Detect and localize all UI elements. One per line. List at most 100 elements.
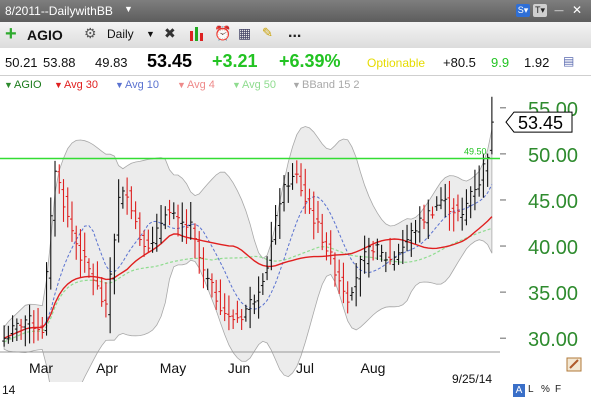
plus-icon[interactable]: + [5, 23, 17, 45]
price-bar [65, 187, 70, 228]
chart-toolbar: + AGIO ⚙ Daily ▼ ✖ ⏰ ▦ ✎ ... [0, 22, 591, 49]
price-bar [375, 238, 380, 260]
collapse-icon[interactable]: ▼ [177, 80, 186, 90]
price-bar [36, 307, 41, 341]
price-bar [82, 232, 87, 273]
price-bar [243, 304, 248, 322]
price-bar [366, 237, 371, 278]
flag-a[interactable]: A [513, 384, 525, 397]
dropdown-arrow-icon[interactable]: ▼ [124, 4, 133, 14]
legend-avg10[interactable]: Avg 10 [125, 79, 160, 91]
price-bar [426, 199, 431, 240]
last-price: 53.45 [147, 51, 193, 71]
price-bar [99, 277, 104, 307]
high-value: 53.88 [43, 55, 76, 70]
flag-percent[interactable]: % [541, 384, 550, 395]
collapse-icon[interactable]: ▼ [232, 80, 241, 90]
price-bar [137, 212, 142, 246]
legend-avg50[interactable]: Avg 50 [242, 79, 277, 91]
legend-avg30[interactable]: Avg 30 [64, 79, 99, 91]
note-icon[interactable]: ✎ [262, 25, 273, 40]
price-bar [129, 186, 134, 220]
avg50-line [3, 227, 493, 343]
share-icon[interactable]: S▾ [516, 4, 530, 17]
price-bar [273, 205, 278, 245]
last-price-label: 53.45 [518, 113, 563, 133]
price-bar [265, 256, 270, 281]
price-bar [19, 318, 24, 340]
price-bar [345, 281, 350, 314]
price-bar [269, 221, 274, 271]
price-bar [14, 318, 19, 342]
price-bar [400, 229, 405, 265]
x-tick-label: May [160, 360, 186, 376]
price-bar [23, 315, 28, 347]
price-bar [40, 316, 45, 339]
price-bar [226, 295, 231, 331]
price-bar [91, 263, 96, 296]
x-tick-label: Apr [96, 360, 118, 376]
bar-chart-icon[interactable] [190, 25, 204, 41]
price-bar [171, 202, 176, 220]
toolbar-menu-icon[interactable]: T▾ [533, 4, 547, 17]
price-bar [252, 294, 257, 315]
price-bar [167, 199, 172, 226]
price-bar [341, 262, 346, 304]
pencil-icon[interactable] [566, 357, 582, 372]
price-bar [349, 287, 354, 301]
price-bar [388, 237, 393, 265]
flag-l[interactable]: L [528, 384, 534, 395]
collapse-icon[interactable]: ▼ [292, 80, 301, 90]
price-bar [78, 229, 83, 279]
price-bar [379, 244, 384, 262]
price-bar [192, 223, 197, 259]
flag-f[interactable]: F [555, 384, 562, 395]
price-bar [358, 255, 363, 297]
price-bar [447, 180, 452, 231]
alarm-clock-icon[interactable]: ⏰ [214, 25, 232, 41]
database-icon[interactable]: ▤ [563, 54, 575, 68]
price-bar [324, 232, 329, 261]
price-bar [159, 205, 164, 244]
price-bar [392, 251, 397, 271]
collapse-icon[interactable]: ▼ [115, 80, 124, 90]
price-bar [468, 186, 473, 219]
legend-bband[interactable]: BBand 15 2 [302, 79, 360, 91]
collapse-icon[interactable]: ▼ [54, 80, 63, 90]
close-icon[interactable]: ✕ [571, 3, 583, 17]
price-bar [481, 153, 486, 198]
grid-icon[interactable]: ▦ [238, 25, 252, 41]
price-bar [460, 197, 465, 231]
price-bar [464, 189, 469, 226]
period-select[interactable]: Daily [107, 27, 134, 41]
x-tick-label: Jun [228, 360, 251, 376]
price-bar [235, 300, 240, 323]
y-tick-label: 30.00 [528, 329, 578, 351]
legend-avg4[interactable]: Avg 4 [187, 79, 215, 91]
year-label: 14 [2, 383, 16, 397]
price-bar [103, 282, 108, 318]
price-bar [48, 197, 53, 290]
gear-icon[interactable]: ⚙ [84, 25, 97, 41]
price-bar [69, 201, 74, 242]
price-bar [57, 164, 62, 194]
change-percent: +6.39% [279, 51, 341, 71]
price-bar [315, 200, 320, 233]
price-bar [277, 188, 282, 239]
collapse-icon[interactable]: ▼ [4, 80, 13, 90]
price-bar [209, 273, 214, 298]
minimize-icon[interactable]: — [554, 5, 564, 15]
x-tick-label: Jul [296, 360, 314, 376]
legend-symbol[interactable]: AGIO [14, 79, 42, 91]
price-bar [27, 304, 32, 344]
price-bar [472, 169, 477, 211]
price-bar [299, 163, 304, 197]
dropdown-arrow-icon[interactable]: ▼ [146, 29, 155, 39]
symbol-label[interactable]: AGIO [27, 27, 63, 43]
tools-icon[interactable]: ✖ [164, 25, 176, 41]
avg30-line [3, 216, 493, 339]
price-bar [95, 261, 100, 290]
more-button[interactable]: ... [288, 24, 302, 41]
x-tick-label: Mar [29, 360, 53, 376]
